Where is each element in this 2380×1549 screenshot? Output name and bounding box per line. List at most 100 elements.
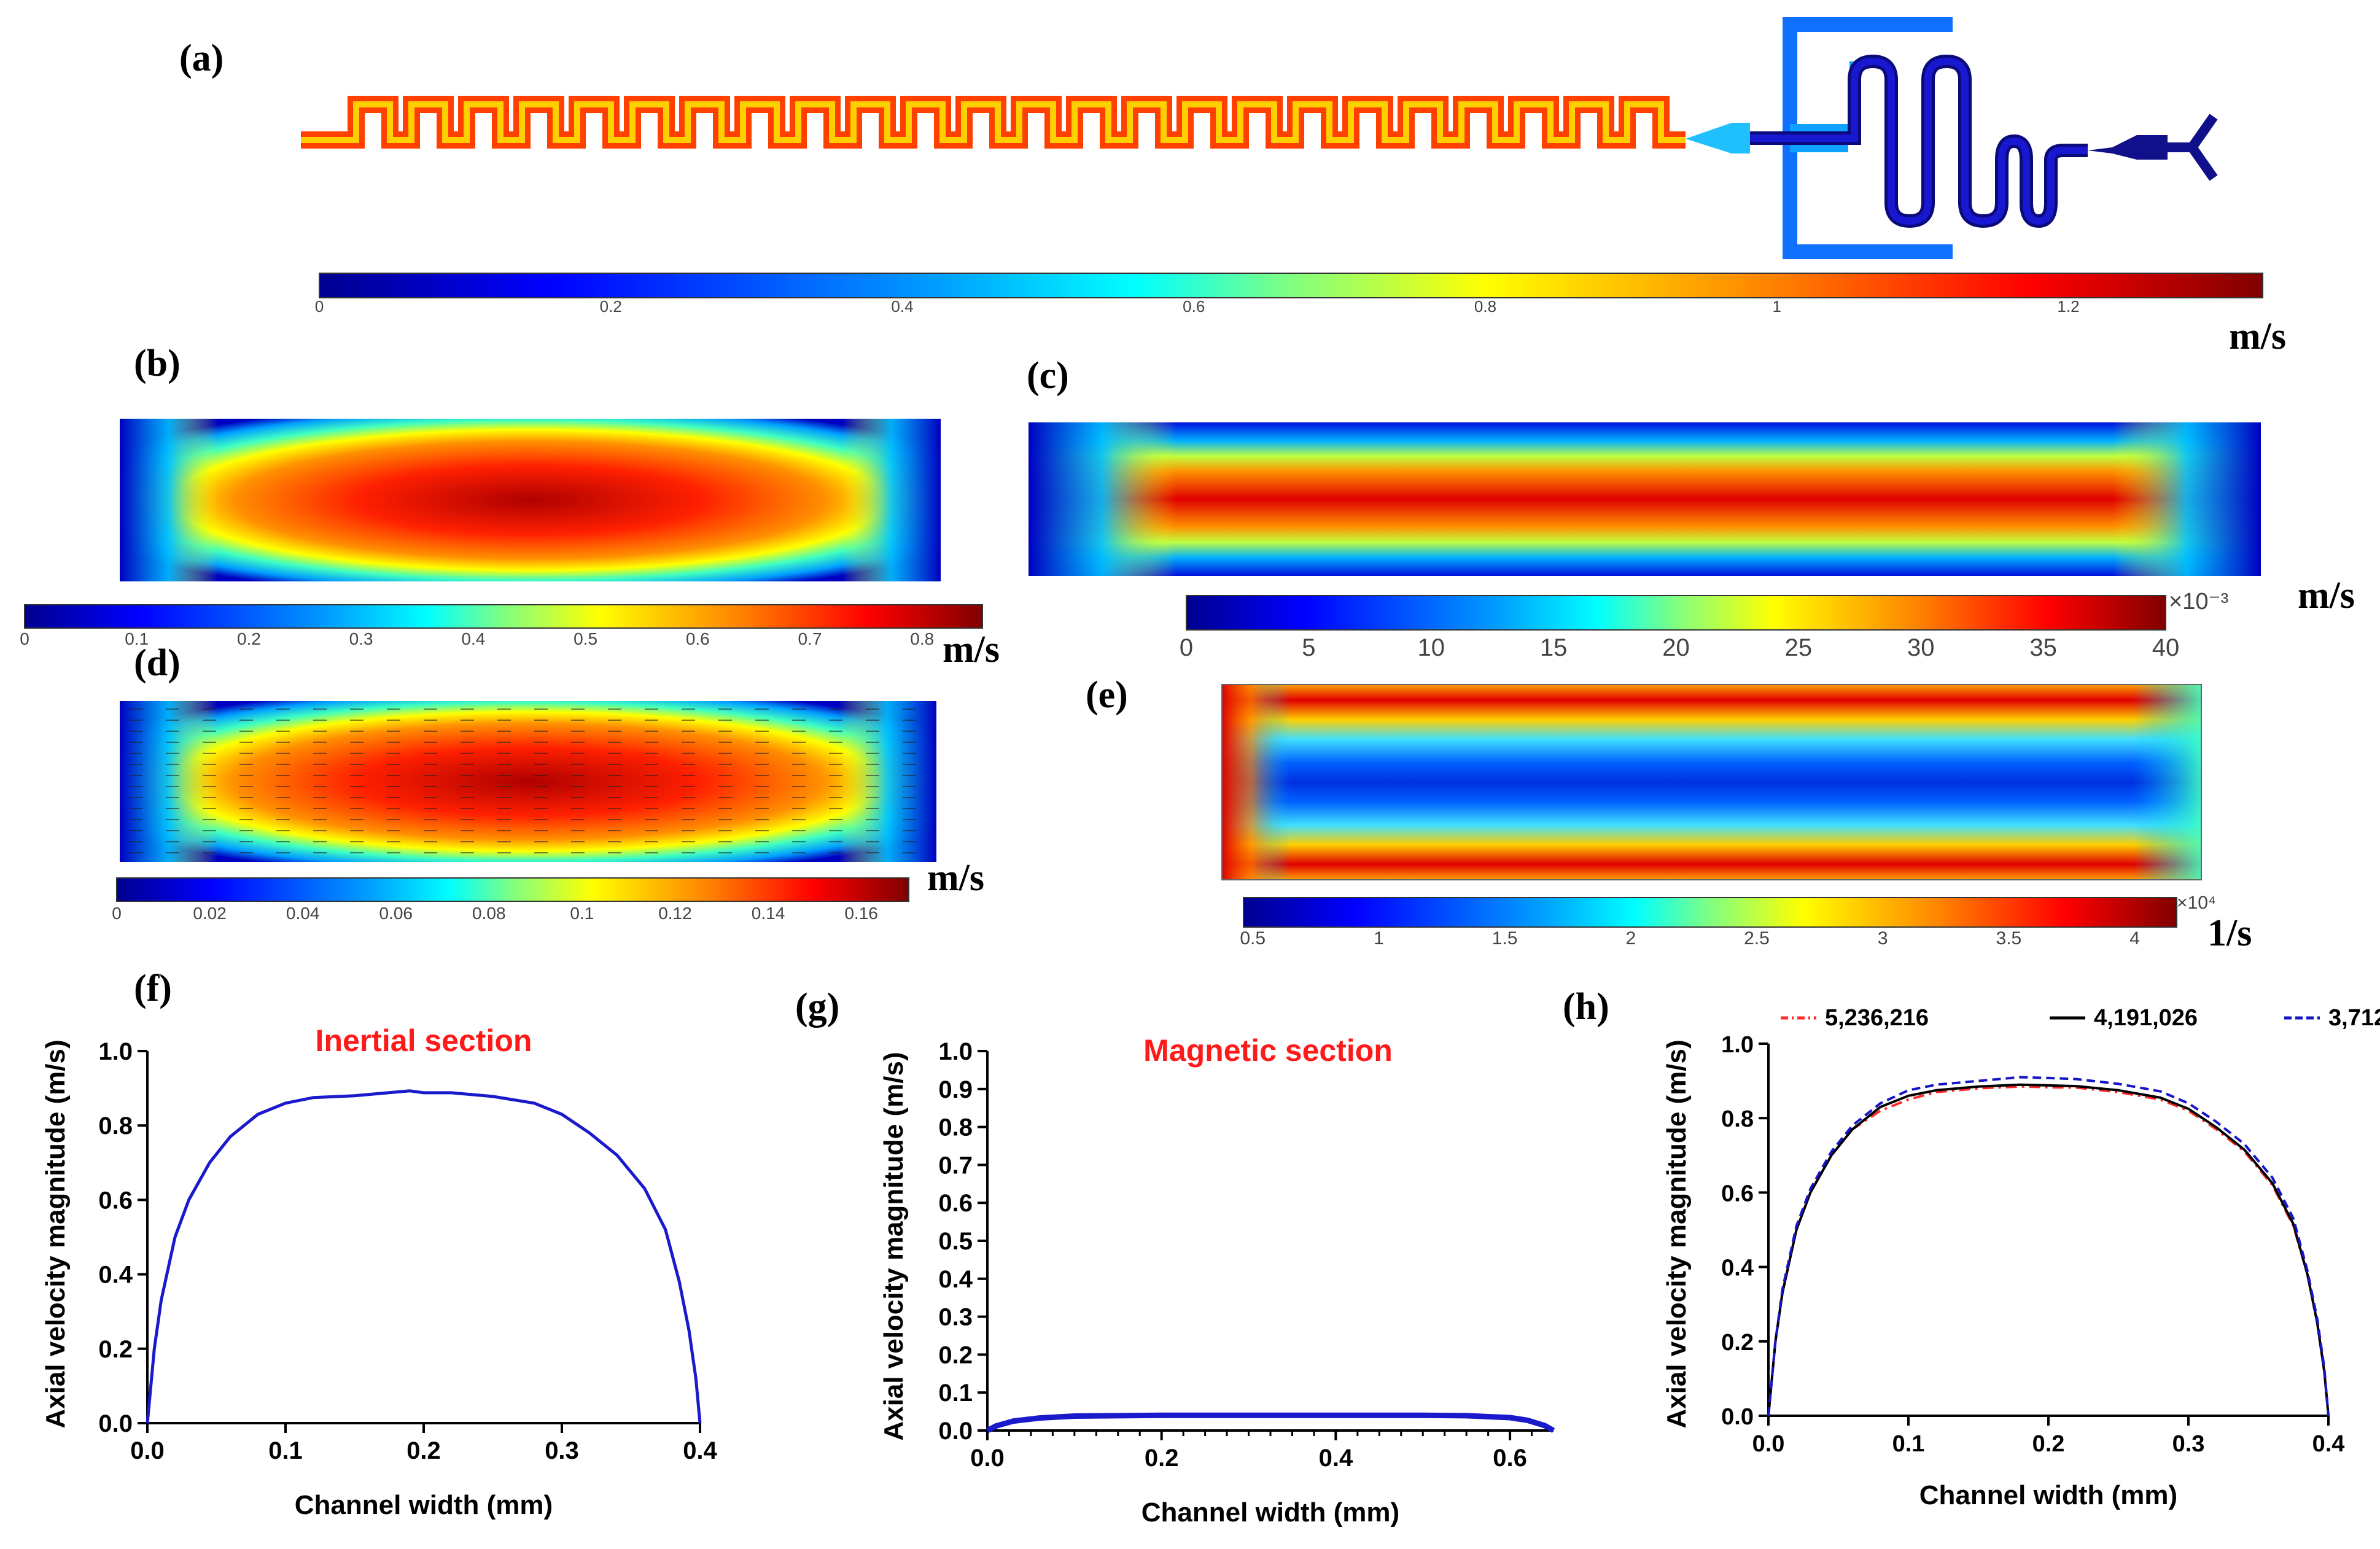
colorbar-b (24, 604, 983, 629)
colorbar-tick-label-e: 1.5 (1492, 928, 1518, 949)
x-tick-label: 0.4 (683, 1437, 717, 1464)
unit-a: m/s (2229, 316, 2286, 357)
colorbar-tick-label-c: 40 (2152, 634, 2180, 661)
x-tick-label: 0.1 (268, 1437, 303, 1464)
x-tick-label: 0.2 (2032, 1431, 2065, 1457)
colorbar-a (319, 273, 2263, 298)
colorbar-tick-label-d: 0.12 (658, 904, 692, 923)
series-line-f-0 (146, 1089, 702, 1424)
x-axis-label: Channel width (mm) (295, 1490, 553, 1520)
series-line-h-0 (1767, 1085, 2330, 1416)
colorbar-ticks-a: 0 0.2 0.4 0.6 0.8 1 1.2 (315, 297, 2080, 316)
magnetic-serpentine (1750, 57, 2088, 225)
colorbar-tick-label-a: 1.2 (2057, 297, 2079, 316)
velocity-vectors-d (129, 709, 916, 853)
colorbar-tick-label-c: 0 (1180, 634, 1193, 661)
outlet-funnel (2088, 135, 2168, 160)
unit-c: m/s (2298, 575, 2355, 616)
colorbar-tick-label-a: 1 (1773, 297, 1781, 316)
edge-field-d (120, 701, 936, 862)
y-axis-label: Axial velocity magnitude (m/s) (879, 1052, 909, 1440)
x-tick-label: 0.4 (1319, 1445, 1353, 1472)
y-tick-label: 0.9 (938, 1076, 973, 1103)
colorbar-d (116, 877, 909, 902)
y-tick-label: 0.6 (1721, 1181, 1754, 1206)
colorbar-tick-label-e: 0.5 (1240, 928, 1266, 949)
x-axis-label: Channel width (mm) (1919, 1480, 2177, 1510)
unit-d: m/s (927, 857, 984, 899)
y-tick-label: 0.4 (1721, 1256, 1754, 1281)
colorbar-tick-label-b: 0.2 (237, 629, 261, 648)
chart-h: (h) 0.0 0.1 0.2 0.3 0.4 0.0 0.2 0.4 0.6 0.8 1.0 Chan… (1563, 986, 2380, 1510)
unit-e: 1/s (2207, 912, 2252, 954)
panel-label-f: (f) (134, 968, 172, 1009)
panel-label-h: (h) (1563, 986, 1609, 1028)
unit-b: m/s (943, 629, 1000, 670)
legend-label: 4,191,026 (2094, 1005, 2198, 1031)
colorbar-tick-label-e: 3 (1878, 928, 1888, 949)
colorbar-tick-label-e: 2 (1625, 928, 1636, 949)
colorbar-tick-label-e: 2.5 (1744, 928, 1770, 949)
expansion-section (1686, 123, 1750, 153)
colorbar-tick-label-a: 0.2 (600, 297, 622, 316)
serpentine-channel-outer (301, 96, 1686, 149)
chart-g: (g) 0.0 0.2 0.4 0.6 0.0 0.1 0.2 0.3 0.4 0.5 0.6 0.7 0… (795, 986, 1555, 1528)
x-tick-label: 0.2 (1145, 1445, 1179, 1472)
x-tick-label: 0.3 (2172, 1431, 2205, 1457)
colorbar-tick-label-b: 0.5 (574, 629, 597, 648)
colorbar-e (1243, 897, 2177, 928)
colorbar-tick-label-a: 0.4 (891, 297, 913, 316)
y-tick-label: 0.1 (938, 1380, 973, 1407)
y-axis-label: Axial velocity magnitude (m/s) (1662, 1039, 1692, 1428)
colorbar-tick-label-c: 25 (1785, 634, 1813, 661)
colorbar-ticks-c: 0 5 10 15 20 25 30 35 40 (1180, 634, 2179, 661)
y-tick-label: 0.8 (1721, 1106, 1754, 1132)
colorbar-tick-label-c: 30 (1907, 634, 1935, 661)
colorbar-tick-label-d: 0.14 (752, 904, 785, 923)
colorbar-tick-label-d: 0.1 (570, 904, 594, 923)
colorbar-tick-label-b: 0.8 (910, 629, 934, 648)
colorbar-tick-label-c: 35 (2029, 634, 2057, 661)
y-tick-label: 0.7 (938, 1152, 973, 1179)
y-tick-label: 0.2 (1721, 1330, 1754, 1356)
colorbar-tick-label-d: 0.04 (286, 904, 320, 923)
colorbar-tick-label-e: 4 (2129, 928, 2140, 949)
colorbar-tick-label-c: 10 (1418, 634, 1445, 661)
frame-e (1221, 684, 2202, 880)
x-tick-label: 0.0 (130, 1437, 165, 1464)
legend-label: 5,236,216 (1825, 1005, 1929, 1031)
x-tick-label: 0.6 (1493, 1445, 1527, 1472)
colorbar-tick-label-e: 3.5 (1996, 928, 2022, 949)
y-tick-label: 0.8 (938, 1114, 973, 1141)
panel-label-e: (e) (1086, 674, 1128, 716)
colorbar-tick-label-d: 0.02 (193, 904, 227, 923)
channel-geometry-a (301, 17, 2218, 259)
colorbar-c (1186, 595, 2166, 631)
x-tick-label: 0.0 (1752, 1431, 1785, 1457)
y-tick-label: 0.3 (938, 1304, 973, 1331)
series-line-h-1 (1767, 1083, 2330, 1416)
colorbar-tick-label-e: 1 (1374, 928, 1384, 949)
shear-edge-e (1222, 685, 2201, 880)
colorbar-tick-label-d: 0.16 (844, 904, 878, 923)
outlet-bifurcation (2168, 114, 2218, 181)
y-tick-label: 0.4 (938, 1266, 973, 1293)
y-tick-label: 1.0 (1721, 1032, 1754, 1058)
y-tick-label: 0.6 (938, 1190, 973, 1217)
panel-label-g: (g) (795, 986, 839, 1028)
y-tick-label: 0.5 (938, 1228, 973, 1255)
panel-label-d: (d) (134, 642, 181, 684)
x-tick-label: 0.3 (545, 1437, 579, 1464)
legend-label: 3,712,045 (2328, 1005, 2380, 1031)
y-tick-label: 0.8 (98, 1112, 133, 1139)
chart-title: Inertial section (316, 1023, 532, 1058)
y-tick-label: 0.2 (98, 1336, 133, 1363)
colorbar-tick-label-b: 0.1 (125, 629, 149, 648)
colorbar-tick-label-b: 0.4 (461, 629, 485, 648)
series-line-g-0 (986, 1412, 1555, 1433)
colorbar-tick-label-b: 0.3 (349, 629, 373, 648)
multiplier-e: ×10⁴ (2177, 893, 2216, 913)
serpentine-channel-core (301, 101, 1686, 143)
colorbar-tick-label-c: 20 (1662, 634, 1690, 661)
colorbar-tick-label-a: 0 (315, 297, 324, 316)
